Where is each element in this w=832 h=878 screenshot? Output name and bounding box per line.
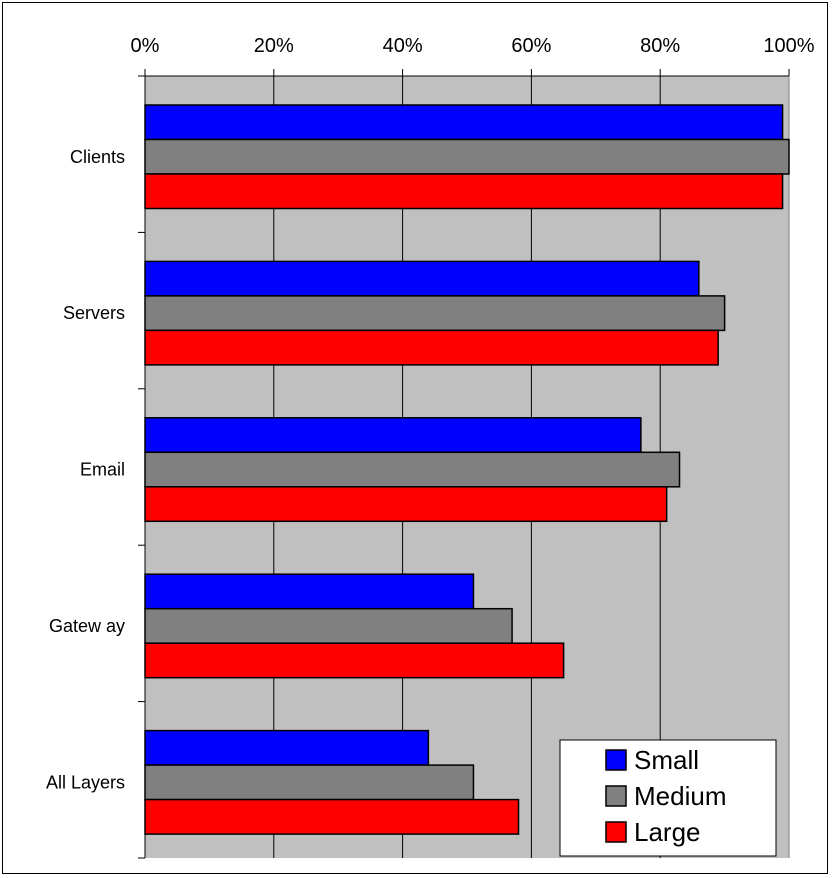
bar-medium <box>144 138 790 175</box>
legend-label-small: Small <box>634 745 699 775</box>
bar-large <box>144 173 784 210</box>
category-label: All Layers <box>46 772 125 792</box>
legend-swatch-large <box>605 821 627 843</box>
bar-small <box>144 729 430 766</box>
bar-large <box>144 486 668 523</box>
category-label: Email <box>80 460 125 480</box>
x-tick-label: 0% <box>131 35 160 57</box>
x-tick-label: 100% <box>763 35 814 57</box>
bar-large <box>144 329 719 366</box>
bar-medium <box>144 295 726 332</box>
bar-small <box>144 104 784 141</box>
bar-small <box>144 260 700 297</box>
category-label: Gatew ay <box>49 616 125 636</box>
bar-small <box>144 417 642 454</box>
bar-medium <box>144 451 681 488</box>
legend-swatch-small <box>605 749 627 771</box>
legend-label-large: Large <box>634 817 701 847</box>
x-tick-label: 20% <box>254 35 294 57</box>
bar-small <box>144 573 475 610</box>
legend-label-medium: Medium <box>634 781 726 811</box>
bar-large <box>144 798 520 835</box>
legend-swatch-medium <box>605 785 627 807</box>
bar-medium <box>144 607 513 644</box>
x-tick-label: 80% <box>640 35 680 57</box>
category-label: Clients <box>70 147 125 167</box>
x-tick-label: 40% <box>383 35 423 57</box>
legend <box>559 739 777 857</box>
bar-medium <box>144 764 475 801</box>
category-label: Servers <box>63 303 125 323</box>
bar-large <box>144 642 565 679</box>
x-tick-label: 60% <box>511 35 551 57</box>
